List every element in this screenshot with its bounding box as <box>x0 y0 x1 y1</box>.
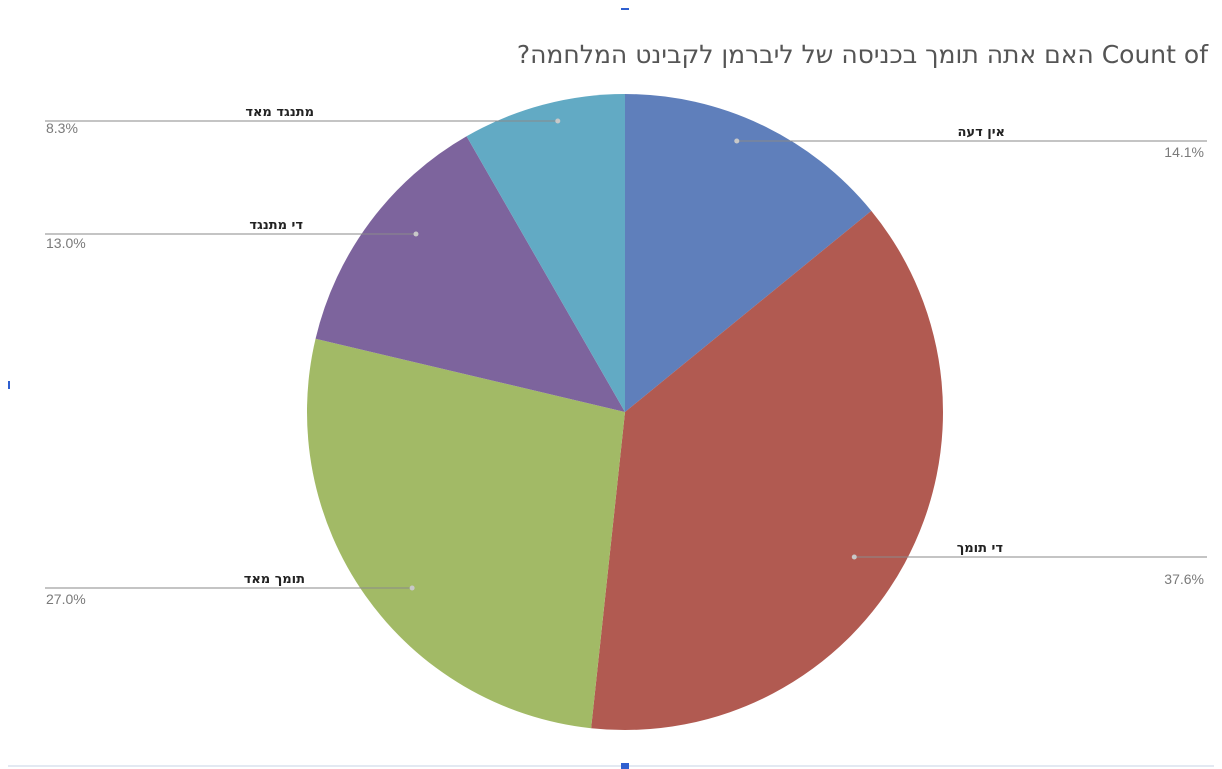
resize-handle-bottom[interactable] <box>621 763 629 769</box>
leader-dot <box>734 138 740 144</box>
pie-slice[interactable] <box>591 210 943 731</box>
slice-label: די תומך <box>957 541 1004 556</box>
slice-label: תומך מאד <box>244 572 305 587</box>
pie-slice[interactable] <box>307 338 625 729</box>
percent-label: 27.0% <box>46 591 86 607</box>
percent-label: 8.3% <box>46 120 78 136</box>
slice-label: אין דעה <box>957 125 1005 140</box>
chart-title: ?האם אתה תומך בכניסה של ליברמן לקבינט המ… <box>517 40 1209 69</box>
resize-handle-left[interactable] <box>8 381 10 389</box>
leader-dot <box>413 231 419 237</box>
leader-dot <box>409 585 415 591</box>
pie-slice[interactable] <box>315 136 625 412</box>
resize-handle-top[interactable] <box>621 8 629 10</box>
percent-label: 13.0% <box>46 235 86 251</box>
percent-label: 37.6% <box>1164 571 1204 587</box>
percent-label: 14.1% <box>1164 144 1204 160</box>
slice-label: מתנגד מאד <box>245 105 314 120</box>
leader-dot <box>555 118 561 124</box>
pie-slice[interactable] <box>625 94 872 412</box>
pie-slices <box>307 94 943 731</box>
slice-label: די מתנגד <box>249 218 303 233</box>
pie-slice[interactable] <box>466 94 625 412</box>
slice-labels: אין דעה 14.1% די תומך 37.6% תומך מאד 27.0% די … <box>45 105 1207 607</box>
leader-dot <box>851 554 857 560</box>
